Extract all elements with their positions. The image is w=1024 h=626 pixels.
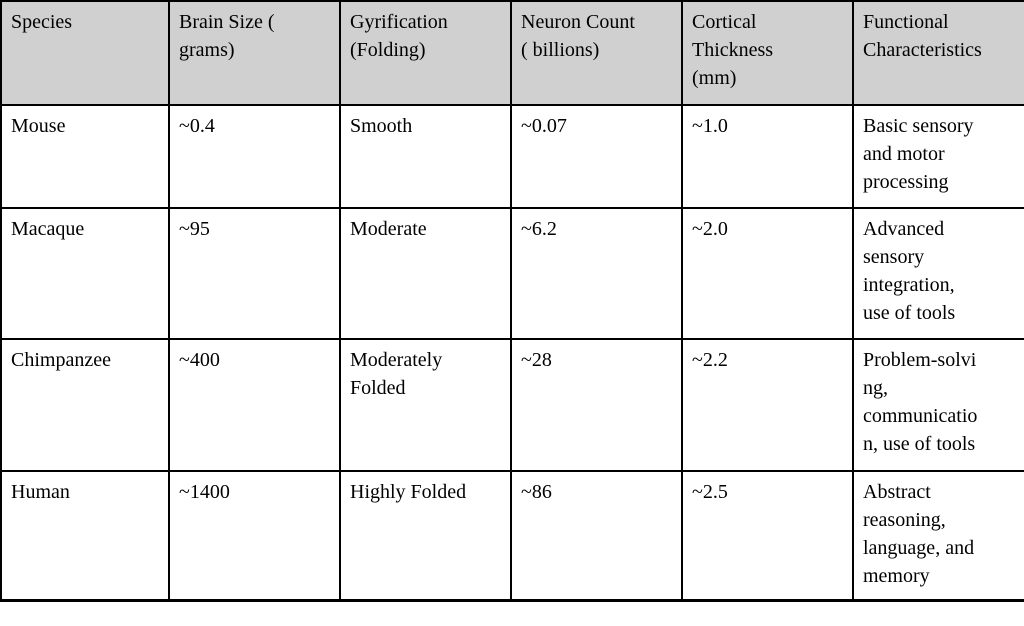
cell-functional-characteristics: Basic sensory and motor processing	[852, 104, 1024, 209]
table-row-macaque: Macaque ~95 Moderate ~6.2 ~2.0 Advanced …	[0, 207, 1024, 340]
species-brain-comparison-table: Species Brain Size ( grams) Gyrification…	[0, 0, 1024, 602]
header-cell-cortical-thickness: Cortical Thickness (mm)	[681, 0, 854, 106]
cell-gyrification: Highly Folded	[339, 470, 512, 601]
cell-cortical-thickness: ~2.2	[681, 338, 854, 472]
header-cell-gyrification: Gyrification (Folding)	[339, 0, 512, 106]
cell-species: Mouse	[0, 104, 170, 209]
cell-brain-size: ~400	[168, 338, 341, 472]
cell-neuron-count: ~6.2	[510, 207, 683, 340]
header-cell-functional-characteristics: Functional Characteristics	[852, 0, 1024, 106]
cell-cortical-thickness: ~2.0	[681, 207, 854, 340]
cell-brain-size: ~95	[168, 207, 341, 340]
cell-neuron-count: ~86	[510, 470, 683, 601]
header-cell-neuron-count: Neuron Count ( billions)	[510, 0, 683, 106]
cell-neuron-count: ~0.07	[510, 104, 683, 209]
cell-neuron-count: ~28	[510, 338, 683, 472]
cell-gyrification: Moderate	[339, 207, 512, 340]
header-cell-species: Species	[0, 0, 170, 106]
cell-brain-size: ~1400	[168, 470, 341, 601]
cell-species: Chimpanzee	[0, 338, 170, 472]
table-row-human: Human ~1400 Highly Folded ~86 ~2.5 Abstr…	[0, 470, 1024, 601]
cell-gyrification: Smooth	[339, 104, 512, 209]
cell-brain-size: ~0.4	[168, 104, 341, 209]
header-cell-brain-size: Brain Size ( grams)	[168, 0, 341, 106]
cell-functional-characteristics: Advanced sensory integration, use of too…	[852, 207, 1024, 340]
cell-species: Human	[0, 470, 170, 601]
table-row-mouse: Mouse ~0.4 Smooth ~0.07 ~1.0 Basic senso…	[0, 104, 1024, 209]
table-row-chimpanzee: Chimpanzee ~400 Moderately Folded ~28 ~2…	[0, 338, 1024, 472]
cell-species: Macaque	[0, 207, 170, 340]
table-header-row: Species Brain Size ( grams) Gyrification…	[0, 0, 1024, 106]
cell-cortical-thickness: ~1.0	[681, 104, 854, 209]
cell-cortical-thickness: ~2.5	[681, 470, 854, 601]
cell-gyrification: Moderately Folded	[339, 338, 512, 472]
cell-functional-characteristics: Abstract reasoning, language, and memory	[852, 470, 1024, 601]
cell-functional-characteristics: Problem-solvi ng, communicatio n, use of…	[852, 338, 1024, 472]
